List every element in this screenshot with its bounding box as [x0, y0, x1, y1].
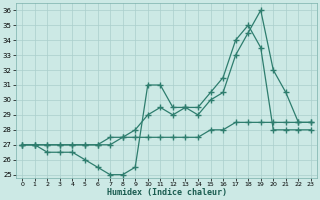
X-axis label: Humidex (Indice chaleur): Humidex (Indice chaleur): [107, 188, 227, 197]
